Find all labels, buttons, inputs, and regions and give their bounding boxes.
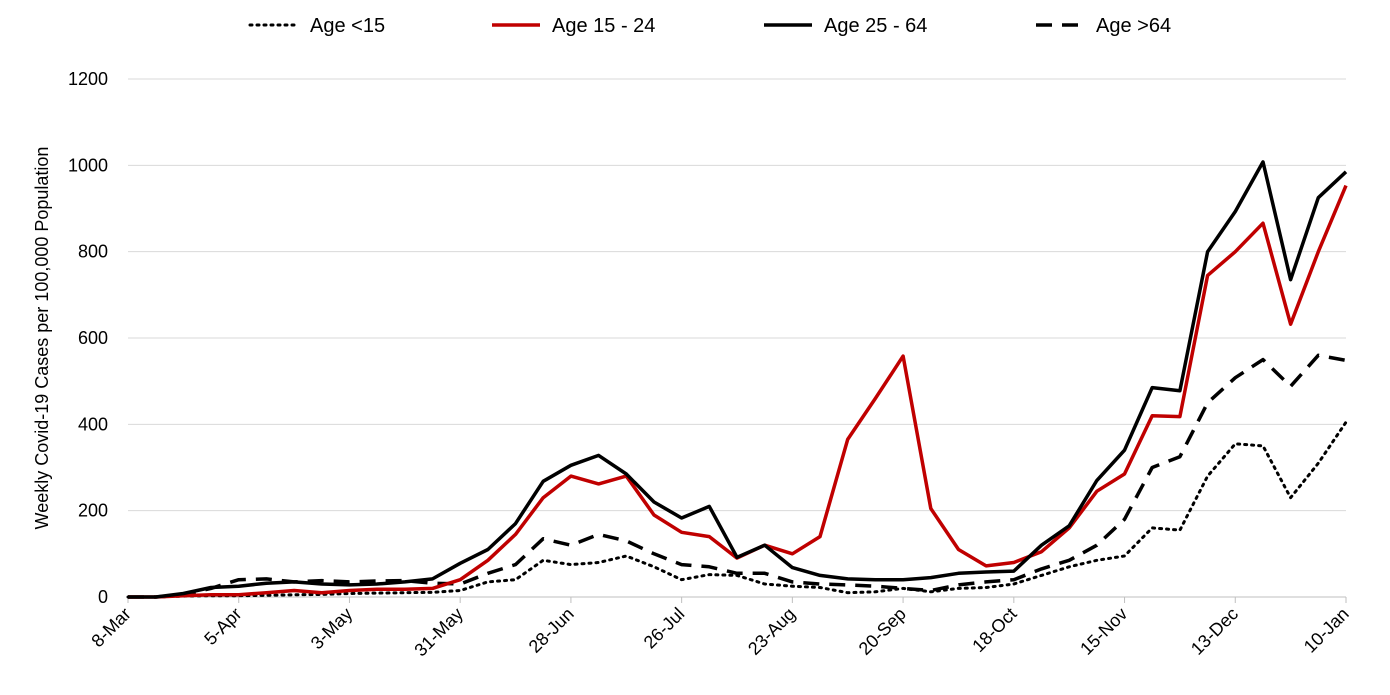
y-axis-title: Weekly Covid-19 Cases per 100,000 Popula… xyxy=(32,147,52,530)
x-tick-label: 23-Aug xyxy=(744,604,799,659)
x-tick-label: 26-Jul xyxy=(640,604,689,653)
x-tick-label: 3-May xyxy=(307,604,357,654)
y-tick-label: 400 xyxy=(78,414,108,434)
x-tick-label: 28-Jun xyxy=(525,604,578,657)
x-tick-label: 20-Sep xyxy=(855,604,910,659)
y-tick-label: 1200 xyxy=(68,69,108,89)
legend: Age <15 Age 15 - 24 Age 25 - 64 Age >64 xyxy=(248,15,1171,37)
y-tick-label: 800 xyxy=(78,242,108,262)
gridlines xyxy=(128,78,1346,512)
x-tick-label: 31-May xyxy=(410,604,467,661)
legend-label: Age <15 xyxy=(310,15,385,37)
series-line-age-25-64 xyxy=(128,160,1348,599)
y-tick-label: 1000 xyxy=(68,155,108,175)
y-tick-label: 0 xyxy=(98,587,108,607)
x-tick-label: 5-Apr xyxy=(200,604,245,649)
series-lines xyxy=(126,160,1348,599)
legend-label: Age >64 xyxy=(1096,15,1171,37)
x-tick-label: 13-Dec xyxy=(1187,604,1242,659)
x-tick-label: 10-Jan xyxy=(1300,604,1353,657)
x-tick-label: 18-Oct xyxy=(968,604,1020,656)
legend-label: Age 25 - 64 xyxy=(824,15,927,37)
axes: 0 200 400 600 800 1000 1200 8-Mar 5-Apr 3-May 31-M… xyxy=(68,69,1353,660)
series-line-age-15-24 xyxy=(128,184,1348,599)
series-line-age-15 xyxy=(126,420,1348,599)
x-tick-label: 8-Mar xyxy=(87,604,134,651)
x-tick-label: 15-Nov xyxy=(1076,604,1131,659)
y-tick-label: 600 xyxy=(78,328,108,348)
series-line-age-64 xyxy=(128,353,1347,599)
y-tick-label: 200 xyxy=(78,501,108,521)
legend-label: Age 15 - 24 xyxy=(552,15,655,37)
